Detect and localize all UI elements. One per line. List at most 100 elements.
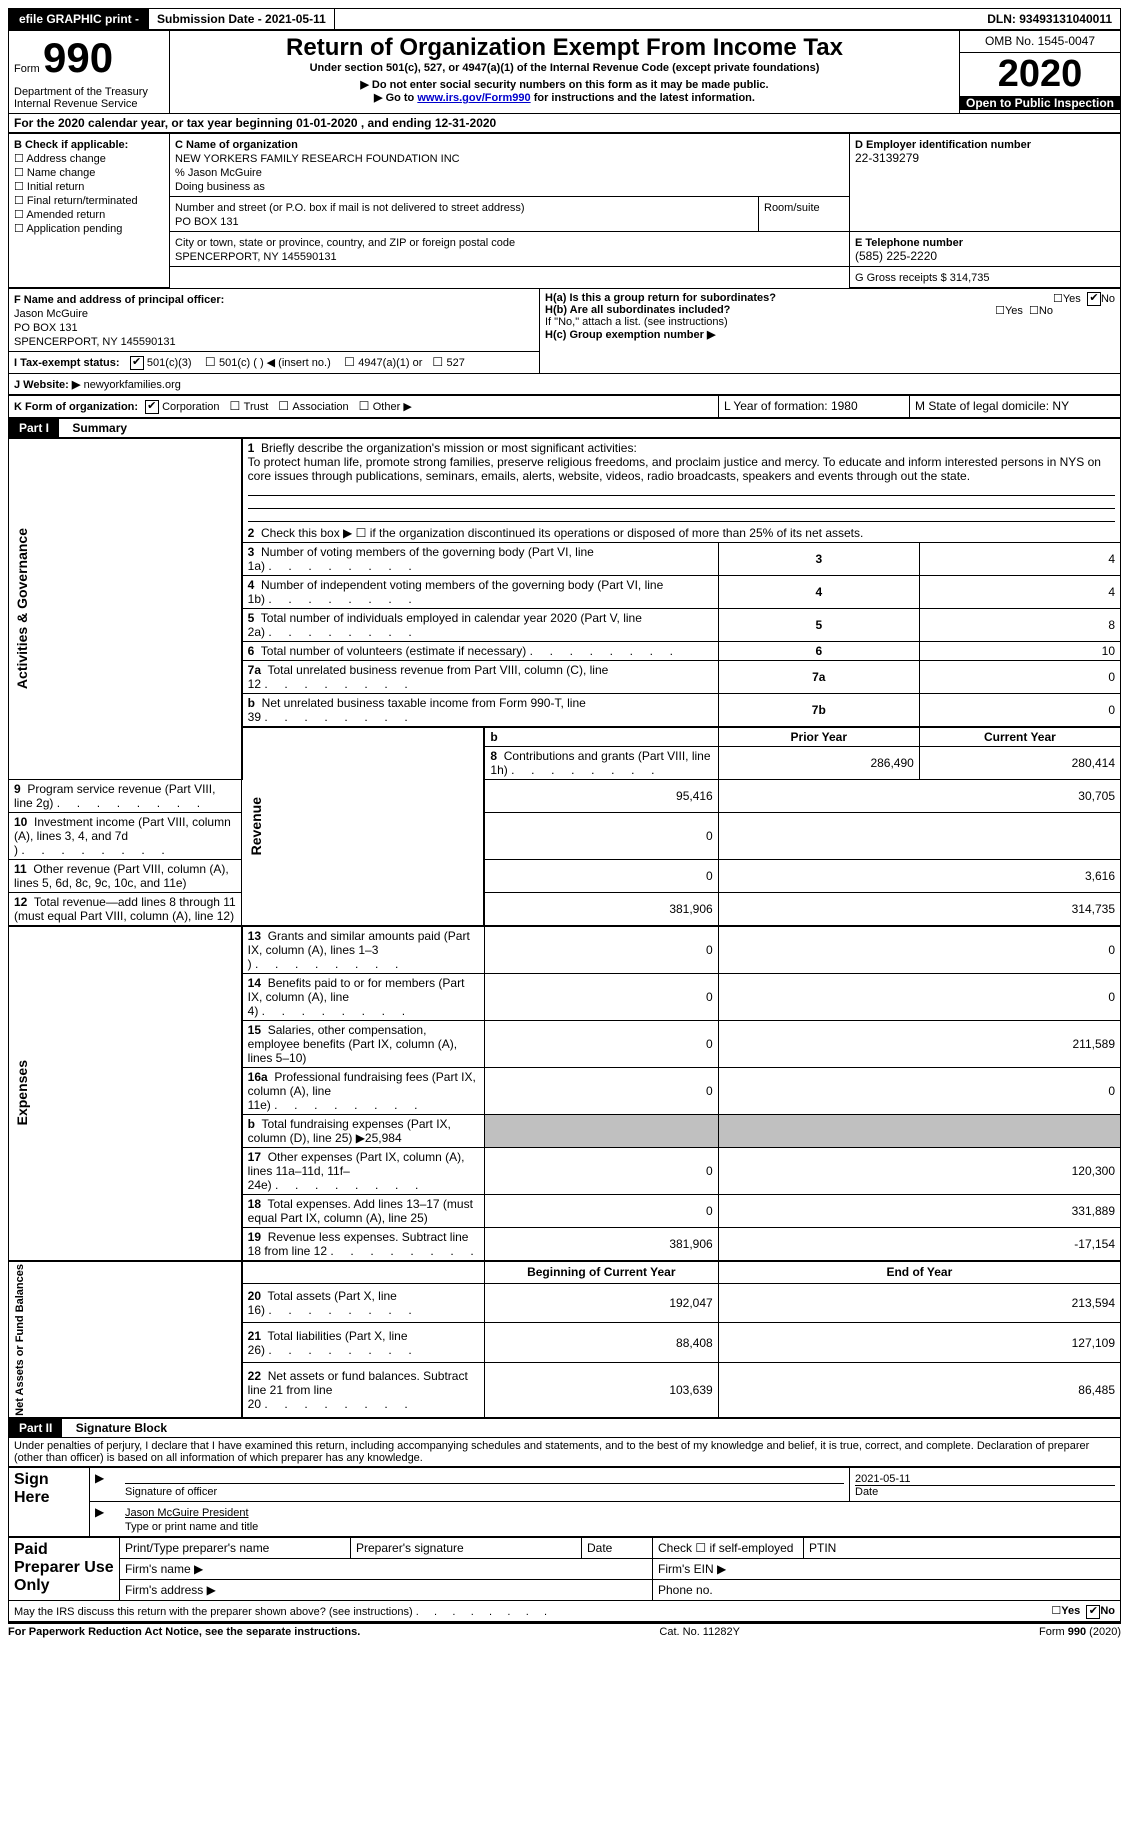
phone-label: Phone no.	[653, 1580, 1121, 1601]
val: 4	[919, 575, 1120, 608]
chk-addr[interactable]: ☐ Address change	[14, 153, 106, 165]
date-label: Date	[855, 1485, 1115, 1498]
ln: b	[248, 1117, 255, 1131]
val: 8	[919, 608, 1120, 641]
subtitle: Under section 501(c), 527, or 4947(a)(1)…	[175, 62, 954, 74]
opt-527[interactable]: 527	[446, 357, 464, 369]
val: 10	[919, 641, 1120, 660]
ha-no: No	[1101, 293, 1115, 305]
curr: 127,109	[718, 1323, 1120, 1362]
ln: 7a	[248, 663, 261, 677]
discuss-no-check[interactable]: ✔	[1086, 1605, 1100, 1619]
city-value: SPENCERPORT, NY 145590131	[175, 251, 337, 263]
sign-here-table: Sign Here ▶ Signature of officer 2021-05…	[8, 1467, 1121, 1537]
paid-preparer-table: Paid Preparer Use Only Print/Type prepar…	[8, 1537, 1121, 1601]
txt: Net assets or fund balances. Subtract li…	[248, 1369, 468, 1411]
val: 4	[919, 542, 1120, 575]
part2-bar: Part II Signature Block	[8, 1418, 1121, 1438]
hb-yes[interactable]: Yes	[1005, 305, 1023, 317]
chk-app[interactable]: ☐ Application pending	[14, 223, 122, 235]
prior: 0	[484, 973, 718, 1020]
curr: 0	[718, 973, 1120, 1020]
firm-addr-label: Firm's address ▶	[120, 1580, 653, 1601]
rn: 4	[718, 575, 919, 608]
chk-501c3[interactable]: ✔	[130, 356, 144, 370]
opt-4947[interactable]: 4947(a)(1) or	[358, 357, 422, 369]
ln: 16a	[248, 1070, 268, 1084]
opt-other[interactable]: Other ▶	[373, 401, 412, 413]
ln: 13	[248, 929, 261, 943]
form-foot: Form 990 (2020)	[1039, 1626, 1121, 1638]
ln: 4	[248, 578, 255, 592]
prior: 95,416	[484, 779, 718, 812]
part1-label: Summary	[62, 421, 127, 435]
txt: Professional fundraising fees (Part IX, …	[248, 1070, 476, 1112]
ln: 18	[248, 1197, 261, 1211]
curr: 30,705	[718, 779, 1120, 812]
officer-name: Jason McGuire	[14, 308, 88, 320]
opt-corp: Corporation	[162, 401, 219, 413]
self-emp: Check ☐ if self-employed	[653, 1538, 804, 1559]
summary-table: Activities & Governance 1 Briefly descri…	[8, 438, 1121, 1419]
chk-initial[interactable]: ☐ Initial return	[14, 181, 84, 193]
curr: 0	[718, 1067, 1120, 1114]
date-label2: Date	[582, 1538, 653, 1559]
box-i-label: I Tax-exempt status:	[14, 357, 120, 369]
hb-no[interactable]: No	[1039, 305, 1053, 317]
chk-amend[interactable]: ☐ Amended return	[14, 209, 105, 221]
hdr-prior: Prior Year	[718, 727, 919, 747]
opt-501c[interactable]: 501(c) ( ) ◀ (insert no.)	[219, 357, 331, 369]
ln: 8	[490, 749, 497, 763]
period-a: For the 2020 calendar year, or tax year …	[8, 114, 1121, 133]
prior: 0	[484, 1147, 718, 1194]
sidebar-gov: Activities & Governance	[14, 528, 30, 689]
title: Return of Organization Exempt From Incom…	[175, 34, 954, 62]
txt: Other revenue (Part VIII, column (A), li…	[14, 862, 229, 890]
ha-no-check[interactable]: ✔	[1087, 292, 1101, 306]
chk-name[interactable]: ☐ Name change	[14, 167, 95, 179]
note-ssn: ▶ Do not enter social security numbers o…	[175, 78, 954, 91]
ln: 3	[248, 545, 255, 559]
efile-label: efile GRAPHIC print -	[9, 9, 149, 29]
dln-label: DLN: 93493131040011	[979, 9, 1120, 29]
ln: 9	[14, 782, 21, 796]
hc-label: H(c) Group exemption number ▶	[545, 328, 1115, 341]
part1-bar: Part I Summary	[8, 418, 1121, 438]
irs-link[interactable]: www.irs.gov/Form990	[417, 92, 530, 104]
prior: 0	[484, 1067, 718, 1114]
dept-label: Department of the Treasury Internal Reve…	[14, 86, 164, 110]
txt: Net unrelated business taxable income fr…	[248, 696, 586, 724]
prior: 88,408	[484, 1323, 718, 1362]
hb-label: H(b) Are all subordinates included?	[545, 304, 730, 316]
sig-date: 2021-05-11	[855, 1473, 910, 1485]
hdr-end: End of Year	[718, 1261, 1120, 1284]
part2-hdr: Part II	[9, 1419, 62, 1437]
box-j: J Website: ▶ newyorkfamilies.org	[8, 374, 1121, 395]
txt: Total assets (Part X, line 16)	[248, 1289, 412, 1317]
ln: 14	[248, 976, 261, 990]
discuss-yes[interactable]: Yes	[1061, 1605, 1080, 1617]
opt-assoc[interactable]: Association	[292, 401, 348, 413]
ln: b	[248, 696, 255, 710]
curr: 86,485	[718, 1362, 1120, 1418]
txt: Number of independent voting members of …	[248, 578, 664, 606]
dba-label: Doing business as	[175, 181, 265, 193]
curr: 331,889	[718, 1194, 1120, 1227]
room-label: Room/suite	[764, 202, 820, 214]
box-c-name-label: C Name of organization	[175, 139, 298, 151]
l1-text: To protect human life, promote strong fa…	[248, 455, 1101, 483]
chk-corp[interactable]: ✔	[145, 400, 159, 414]
name-title-label: Type or print name and title	[125, 1521, 258, 1533]
curr: 211,589	[718, 1020, 1120, 1067]
city-label: City or town, state or province, country…	[175, 237, 515, 249]
opt-trust[interactable]: Trust	[244, 401, 269, 413]
curr	[718, 812, 1120, 859]
row-9: 9 Program service revenue (Part VIII, li…	[9, 779, 1121, 812]
ln: 6	[248, 644, 255, 658]
chk-final[interactable]: ☐ Final return/terminated	[14, 195, 138, 207]
ha-yes[interactable]: Yes	[1063, 293, 1081, 305]
ln: 17	[248, 1150, 261, 1164]
curr: 314,735	[718, 892, 1120, 926]
txt: Salaries, other compensation, employee b…	[248, 1023, 457, 1065]
ln: 19	[248, 1230, 261, 1244]
